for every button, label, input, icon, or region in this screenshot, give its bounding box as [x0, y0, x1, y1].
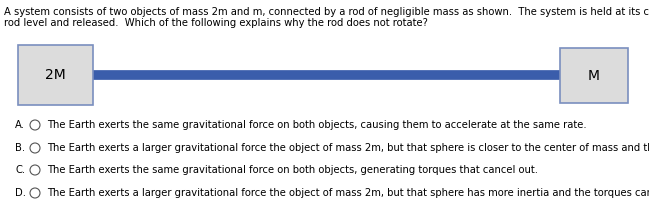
Text: The Earth exerts a larger gravitational force the object of mass 2m, but that sp: The Earth exerts a larger gravitational …	[47, 188, 649, 198]
Text: A.: A.	[15, 120, 25, 130]
Bar	[18, 45, 93, 105]
Text: M: M	[588, 68, 600, 82]
Text: 2M: 2M	[45, 68, 66, 82]
Bar	[560, 48, 628, 103]
Text: C.: C.	[15, 165, 25, 175]
Text: D.: D.	[15, 188, 26, 198]
Text: rod level and released.  Which of the following explains why the rod does not ro: rod level and released. Which of the fol…	[4, 18, 428, 28]
Text: B.: B.	[15, 143, 25, 153]
Text: The Earth exerts the same gravitational force on both objects, generating torque: The Earth exerts the same gravitational …	[47, 165, 538, 175]
Text: The Earth exerts the same gravitational force on both objects, causing them to a: The Earth exerts the same gravitational …	[47, 120, 587, 130]
Text: The Earth exerts a larger gravitational force the object of mass 2m, but that sp: The Earth exerts a larger gravitational …	[47, 143, 649, 153]
Text: A system consists of two objects of mass 2m and m, connected by a rod of negligi: A system consists of two objects of mass…	[4, 7, 649, 17]
